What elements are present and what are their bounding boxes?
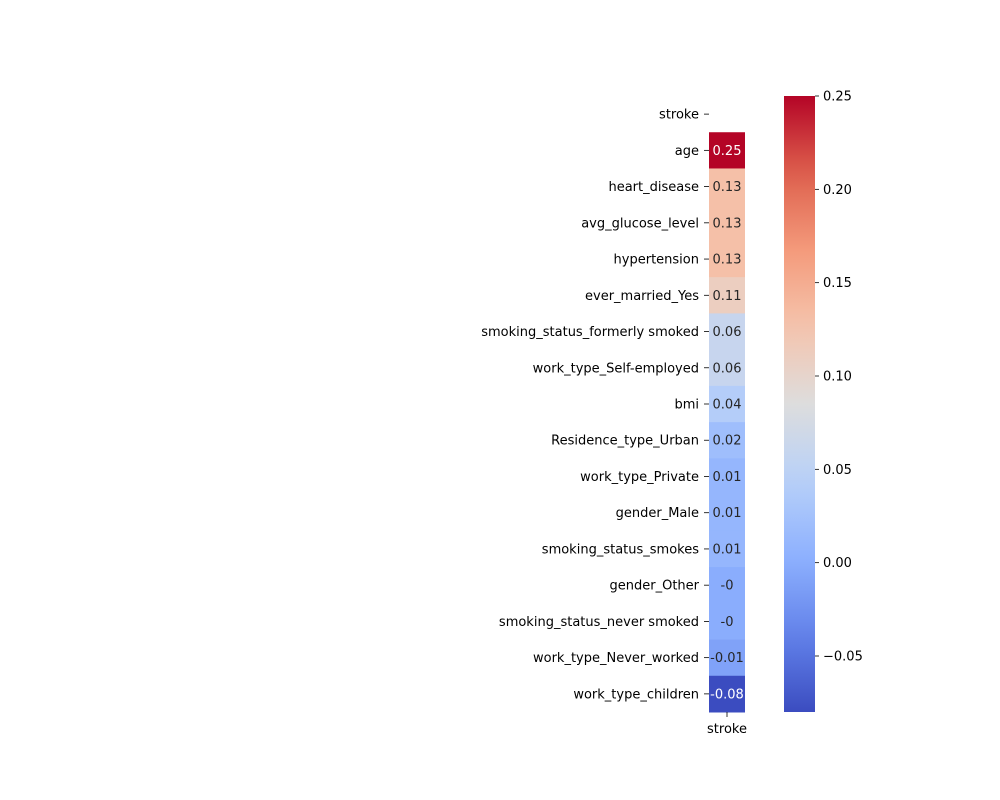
heatmap-cell [709, 313, 745, 351]
row-label: work_type_Never_worked [533, 651, 699, 666]
heatmap-cell [709, 567, 745, 604]
row-labels: stroke age heart_disease avg_glucose_levelh… [481, 108, 709, 702]
heatmap-cell [709, 385, 745, 423]
row-label: bmi [674, 398, 699, 413]
cell-value-label: -0.01 [710, 651, 744, 666]
cell-value-label: 0.06 [713, 361, 742, 376]
cell-value-label: 0.01 [713, 542, 742, 557]
cell-value-label: 0.06 [713, 325, 742, 340]
colorbar-tick-label: 0.10 [823, 370, 852, 385]
cell-value-label: 0.13 [713, 216, 742, 231]
row-label: work_type_Self-employed [533, 361, 699, 376]
heatmap-cell [709, 530, 745, 568]
row-label: gender_Male [616, 506, 699, 521]
colorbar: −0.05 0.00 0.05 0.10 0.15 0.20 0.25 [784, 90, 863, 712]
column-labels: stroke [707, 712, 747, 737]
cell-value-label: 0.25 [713, 144, 742, 159]
heatmap-cell [709, 639, 745, 677]
cell-value-label: 0.13 [713, 253, 742, 268]
colorbar-tick-label: 0.15 [823, 276, 852, 291]
cell-value-label: 0.11 [713, 289, 742, 304]
row-label: heart_disease [608, 180, 699, 195]
row-label: smoking_status_smokes [542, 542, 699, 557]
row-label: work_type_Private [580, 470, 699, 485]
cell-value-label: -0 [721, 615, 734, 630]
cell-value-label: 0.13 [713, 180, 742, 195]
heatmap-cell [709, 240, 745, 278]
row-label: smoking_status_never smoked [499, 615, 699, 630]
row-label: hypertension [614, 253, 699, 268]
row-label: ever_married_Yes [585, 289, 699, 304]
heatmap-cells: 0.25 0.13 0.13 0.13 0.11 0.06 0.06 0.04 0.02 0.01… [709, 132, 745, 713]
heatmap-cell [709, 277, 745, 314]
cell-value-label: 0.01 [713, 506, 742, 521]
row-label: gender_Other [610, 579, 700, 594]
heatmap-cell [709, 494, 745, 532]
row-label: smoking_status_formerly smoked [481, 325, 699, 340]
cell-value-label: 0.04 [713, 398, 742, 413]
heatmap-cell [709, 458, 745, 496]
colorbar-tick-label: −0.05 [823, 650, 863, 665]
heatmap-cell [709, 675, 745, 713]
colorbar-tick-label: 0.20 [823, 183, 852, 198]
heatmap-cell [709, 603, 745, 641]
row-label: age [675, 144, 699, 159]
cell-value-label: -0 [721, 579, 734, 594]
cell-value-label: 0.02 [713, 434, 742, 449]
heatmap-cell [709, 349, 745, 387]
heatmap-cell [709, 422, 745, 459]
heatmap-cell [709, 168, 745, 206]
row-label: Residence_type_Urban [551, 434, 699, 449]
heatmap-cell [709, 132, 745, 169]
colorbar-gradient [784, 96, 815, 712]
colorbar-tick-label: 0.05 [823, 463, 852, 478]
colorbar-tick-label: 0.25 [823, 90, 852, 105]
heatmap-cell [709, 204, 745, 242]
row-label: avg_glucose_level [581, 216, 699, 231]
colorbar-tick-label: 0.00 [823, 556, 852, 571]
row-label: work_type_children [573, 687, 699, 702]
column-label: stroke [707, 722, 747, 737]
cell-value-label: 0.01 [713, 470, 742, 485]
row-label: stroke [659, 108, 699, 123]
cell-value-label: -0.08 [710, 687, 744, 702]
